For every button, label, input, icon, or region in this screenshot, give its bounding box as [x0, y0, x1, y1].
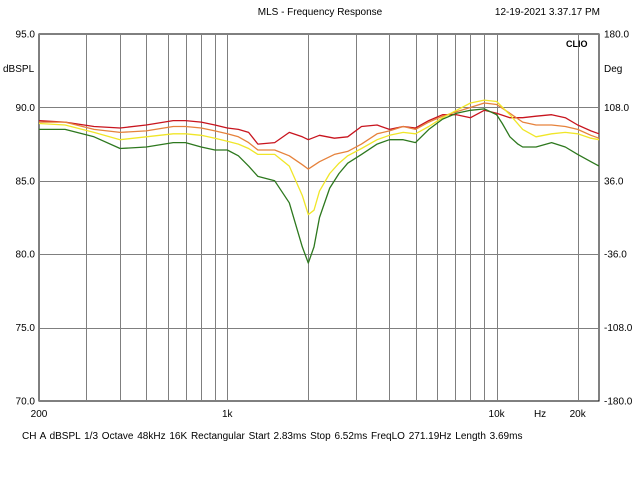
y2-tick-label: 36.0: [604, 176, 624, 187]
series-line-green: [39, 108, 600, 264]
series-line-orange: [39, 102, 600, 170]
y-tick-label: 70.0: [16, 397, 36, 408]
chart-title: MLS - Frequency Response: [257, 7, 383, 18]
y2-tick-label: 180.0: [604, 30, 629, 41]
y-axis-label: dBSPL: [3, 64, 35, 75]
axis-labels: 95.0 90.0 85.0 80.0 75.0 70.0 180.0 108.0 36.0 -3…: [16, 30, 633, 421]
y2-tick-label: -36.0: [604, 250, 627, 261]
series-line-yellow: [38, 99, 600, 216]
y-tick-label: 85.0: [16, 176, 36, 187]
series-group: [38, 99, 600, 264]
y2-tick-label: 108.0: [604, 103, 629, 114]
y-tick-label: 95.0: [16, 30, 36, 41]
series-line-red: [38, 109, 600, 145]
x-tick-label: 200: [31, 409, 48, 420]
y-tick-label: 75.0: [16, 323, 36, 334]
y2-axis-label: Deg: [604, 64, 623, 75]
grid: [39, 34, 599, 402]
timestamp: 12-19-2021 3.37.17 PM: [494, 7, 600, 18]
x-tick-label: 1k: [222, 409, 234, 420]
status-footer: CH A dBSPL 1/3 Octave 48kHz 16K Rectangu…: [22, 431, 523, 442]
y2-tick-label: -180.0: [604, 397, 633, 408]
x-tick-label: 20k: [570, 409, 587, 420]
y-tick-label: 80.0: [16, 250, 36, 261]
brand-label: CLIO: [566, 39, 588, 49]
y-tick-label: 90.0: [16, 103, 36, 114]
y2-tick-label: -108.0: [604, 323, 633, 334]
x-unit-label: Hz: [534, 409, 546, 420]
x-tick-label: 10k: [489, 409, 506, 420]
